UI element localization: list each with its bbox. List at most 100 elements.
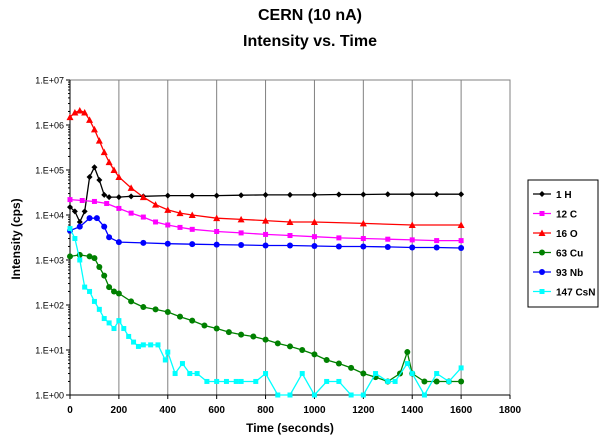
data-point [214,228,220,234]
data-point [311,392,317,398]
data-point [299,371,305,377]
data-point [86,215,93,222]
data-point [152,201,160,208]
data-point [434,238,440,244]
data-point [385,378,391,384]
data-point [121,326,127,332]
data-point [311,191,318,198]
data-point [446,378,452,384]
x-tick-label: 1600 [450,405,473,416]
legend: 1 H 12 C 16 O 63 Cu 93 Nb 147 CsN [527,179,599,308]
data-point [91,298,97,304]
legend-label: 93 Nb [556,268,583,279]
legend-item: 147 CsN [533,288,595,299]
data-point [262,242,269,249]
data-point [223,378,229,384]
data-point [148,342,154,348]
data-point [238,230,244,236]
data-point [433,244,440,251]
data-point [96,263,103,270]
data-point [360,392,366,398]
data-point [96,306,102,312]
data-point [373,371,379,377]
y-tick-label: 1.E+00 [35,391,64,401]
data-point [131,339,137,345]
legend-item: 63 Cu [533,249,583,260]
data-point [335,243,342,250]
data-point [111,288,117,295]
data-point [96,176,103,183]
data-point [82,284,88,290]
data-point [189,192,196,199]
data-point [458,238,464,244]
data-point [360,191,367,198]
data-point [214,378,220,384]
data-point [140,342,146,348]
data-point [287,343,293,350]
data-point [77,257,83,263]
data-point [286,218,294,225]
series-147-csn [67,226,464,398]
data-point [179,361,185,367]
data-point [188,211,196,218]
data-point [140,304,147,311]
data-point [106,284,113,291]
data-point [262,217,270,224]
data-point [421,392,427,398]
data-point [238,331,245,338]
legend-label: 63 Cu [556,249,583,260]
data-point [237,215,245,223]
y-tick-label: 1.E+02 [35,301,64,311]
data-point [155,342,161,348]
data-point [335,360,342,367]
data-point [86,253,93,260]
data-point [76,218,83,225]
legend-box [527,179,599,308]
series-63-cu [67,251,465,385]
y-tick-label: 1.E+04 [35,211,64,221]
data-point [213,241,220,248]
data-point [204,378,210,384]
legend-label: 16 O [556,229,578,240]
data-point [90,125,98,133]
data-point [385,236,391,242]
data-point [189,317,196,324]
legend-swatch-marker [539,289,545,294]
data-point [115,173,123,180]
data-point [360,243,367,250]
data-point [250,333,257,340]
data-point [225,329,232,336]
data-point [91,255,98,262]
data-point [287,392,293,398]
legend-item: 1 H [533,190,572,201]
data-point [115,290,122,297]
data-point [66,113,74,121]
data-point [128,193,135,200]
data-point [458,365,464,371]
data-point [91,198,97,204]
data-point [458,378,465,385]
data-point [111,326,117,332]
data-point [384,191,391,198]
data-point [409,237,415,243]
data-point [360,236,366,242]
series-12-c [67,197,464,244]
series-93-nb [67,215,465,251]
series-16-o [66,107,465,228]
data-point [100,148,108,156]
data-point [164,192,171,199]
data-point [194,371,200,377]
data-point [106,194,113,201]
data-point [262,336,269,343]
data-point [81,108,89,116]
data-point [409,371,415,377]
legend-swatch-marker [539,211,545,216]
data-point [189,241,196,248]
data-point [177,224,183,230]
data-point [434,371,440,377]
y-tick-label: 1.E+07 [35,76,64,86]
legend-item: 12 C [533,210,577,221]
data-point [336,235,342,241]
